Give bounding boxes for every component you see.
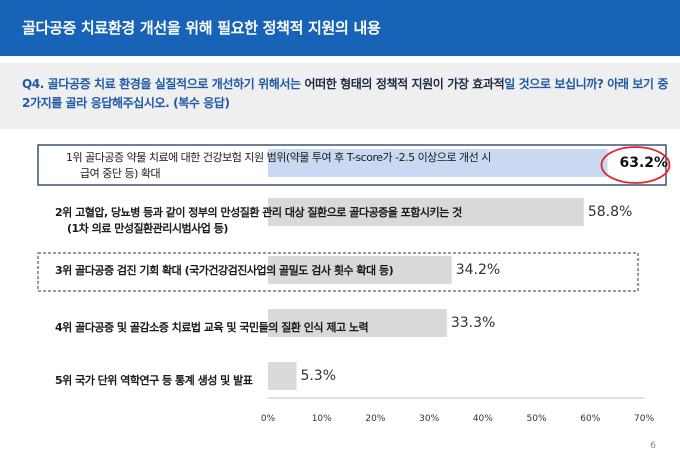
- x-tick-label: 40%: [472, 414, 493, 424]
- category-label-line: (1차 의료 만성질환관리시범사업 등): [67, 222, 228, 235]
- rank-3-box: [37, 252, 639, 292]
- header-bar: 골다공증 치료환경 개선을 위해 필요한 정책적 지원의 내용: [0, 0, 680, 56]
- value-label-rank-5: 5.3%: [300, 368, 337, 384]
- category-label-line: 5위 국가 단위 역학연구 등 통계 생성 및 발표: [55, 374, 253, 387]
- value-label-rank-3: 34.2%: [455, 262, 501, 278]
- question-text: Q4. 골다공증 치료 환경을 실질적으로 개선하기 위해서는 어떠한 형태의 …: [22, 75, 672, 113]
- x-tick-label: 20%: [365, 414, 386, 424]
- value-label-rank-2: 58.8%: [587, 204, 633, 220]
- page-title: 골다공증 치료환경 개선을 위해 필요한 정책적 지원의 내용: [22, 19, 381, 37]
- x-tick-label: 60%: [580, 414, 601, 424]
- question-suffix: 일 것으로 보십니까? 아래 보기 중 2가지를 골라 응답해주십시오. (복수…: [22, 77, 668, 110]
- value-label-rank-1: 63.2%: [619, 155, 669, 171]
- x-tick-label: 30%: [419, 414, 440, 424]
- category-label-rank-1: 1위 골다공증 약물 치료에 대한 건강보험 지원 범위(약물 투여 후 T-s…: [66, 150, 491, 182]
- question-prefix: Q4. 골다공증 치료 환경을 실질적으로 개선하기 위해서는: [22, 77, 305, 91]
- value-label-rank-4: 33.3%: [450, 315, 496, 331]
- x-tick-label: 70%: [633, 414, 655, 424]
- bar-rank-3: [268, 256, 452, 284]
- category-label-line: 4위 골다공증 및 골감소증 치료법 교육 및 국민들의 질환 인식 제고 노력: [55, 321, 369, 334]
- bar-rank-4: [268, 309, 447, 337]
- question-emphasis: 어떠한 형태의 정책적 지원이 가장 효과적: [304, 77, 505, 91]
- category-label-rank-4: 4위 골다공증 및 골감소증 치료법 교육 및 국민들의 질환 인식 제고 노력: [55, 320, 369, 336]
- category-label-line: 급여 중단 등) 확대: [80, 167, 161, 180]
- category-label-line: 1위 골다공증 약물 치료에 대한 건강보험 지원 범위(약물 투여 후 T-s…: [66, 151, 491, 164]
- category-label-rank-5: 5위 국가 단위 역학연구 등 통계 생성 및 발표: [55, 373, 253, 389]
- bar-rank-5: [268, 362, 297, 390]
- category-label-rank-3: 3위 골다공증 검진 기회 확대 (국가건강검진사업의 골밀도 검사 횟수 확대…: [55, 263, 394, 279]
- category-label-rank-2: 2위 고혈압, 당뇨병 등과 같이 정부의 만성질환 관리 대상 질환으로 골다…: [55, 205, 462, 237]
- x-tick-label: 0%: [260, 414, 276, 424]
- category-label-line: 3위 골다공증 검진 기회 확대 (국가건강검진사업의 골밀도 검사 횟수 확대…: [55, 264, 394, 277]
- x-tick-label: 10%: [311, 414, 332, 424]
- bar-rank-1: [268, 149, 608, 177]
- question-box: Q4. 골다공증 치료 환경을 실질적으로 개선하기 위해서는 어떠한 형태의 …: [0, 63, 680, 129]
- page-number: 6: [650, 441, 656, 451]
- highlight-circle: [600, 146, 671, 184]
- x-tick-label: 50%: [526, 414, 547, 424]
- bar-rank-2: [268, 198, 584, 226]
- rank-1-box: [37, 144, 667, 186]
- category-label-line: 2위 고혈압, 당뇨병 등과 같이 정부의 만성질환 관리 대상 질환으로 골다…: [55, 206, 462, 219]
